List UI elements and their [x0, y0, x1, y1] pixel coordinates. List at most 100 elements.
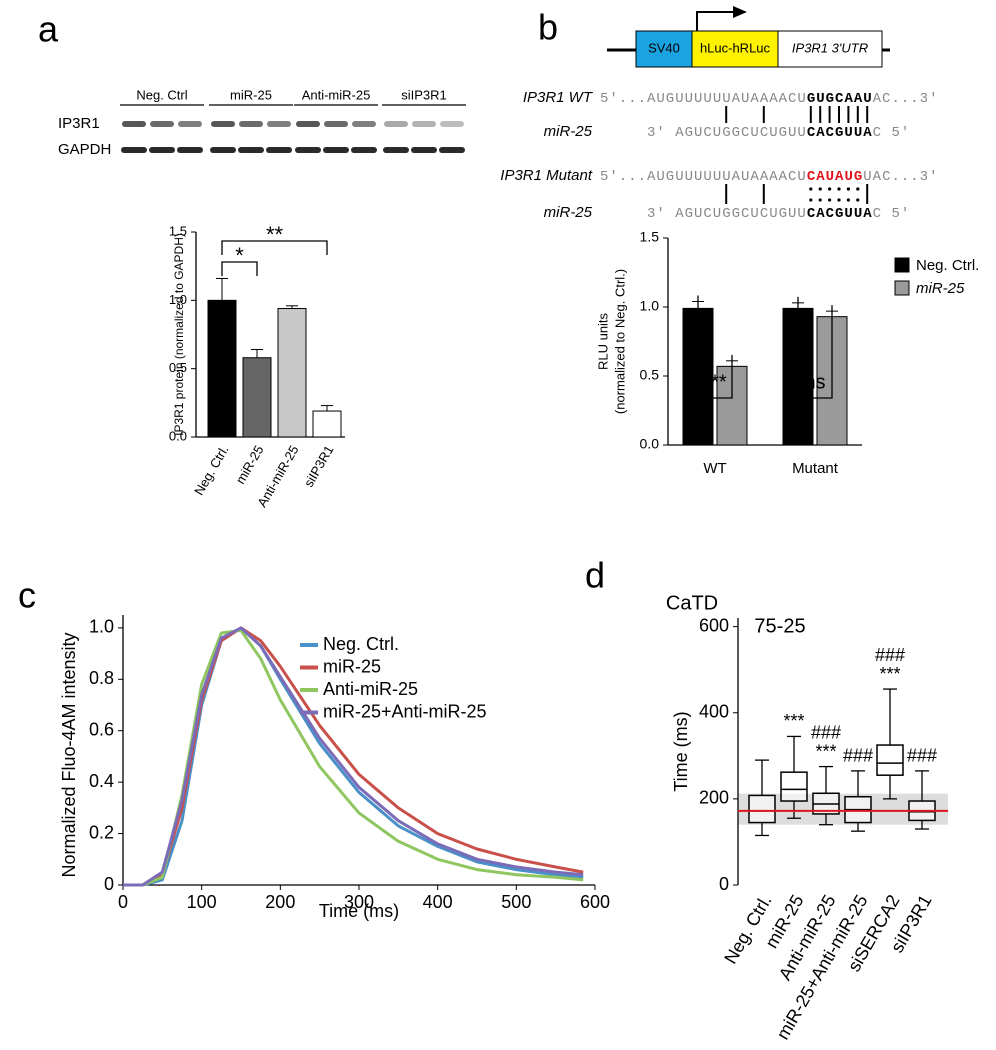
mismatch-dot: [809, 198, 813, 202]
y-tick-label: 0: [719, 874, 729, 894]
panel-label: b: [538, 7, 558, 48]
sequence: 3' AGUCUGGCUCUGUUCACGUUAC 5': [647, 206, 910, 222]
x-tick-label: miR-25: [233, 443, 267, 487]
blot-band: [266, 147, 292, 153]
significance-label: ###: [811, 722, 841, 742]
sequence-label: miR-25: [544, 204, 593, 221]
error-bar: [321, 405, 333, 412]
panel-label: c: [18, 575, 36, 616]
sequence-part: UAC...3': [863, 169, 938, 185]
sequence-label: miR-25: [544, 123, 593, 140]
y-axis-label: IP3R1 protein (normalized to GAPDH): [172, 233, 186, 436]
mismatch-dot: [837, 187, 841, 191]
panel-label: a: [38, 9, 59, 50]
blot-band: [411, 147, 437, 153]
lane-label: Neg. Ctrl: [136, 87, 187, 102]
blot-band: [211, 121, 235, 127]
y-tick-label: 600: [699, 615, 729, 635]
blot-band: [238, 147, 264, 153]
reporter-box: [691, 30, 779, 68]
significance-label: ***: [879, 664, 900, 684]
mismatch-dot: [828, 198, 832, 202]
x-tick-label: Neg. Ctrl.: [191, 443, 231, 498]
x-tick-label: 600: [580, 892, 610, 912]
lane-label: Anti-miR-25: [302, 87, 371, 102]
error-bar: [286, 305, 298, 309]
x-tick-label: 400: [423, 892, 453, 912]
sequence: 5'...AUGUUUUUUAUAAAACUGUGCAAUAC...3': [600, 91, 938, 107]
y-axis-label: Time (ms): [671, 711, 691, 791]
blot-band: [267, 121, 291, 127]
significance-label: **: [266, 222, 284, 247]
legend-label: Neg. Ctrl.: [323, 634, 399, 654]
sequence-part: CACGUUA: [807, 125, 873, 141]
x-tick-label: 200: [265, 892, 295, 912]
blot-band: [351, 147, 377, 153]
bar: [207, 299, 237, 438]
y-tick-label: 0: [104, 874, 114, 894]
sequence: 5'...AUGUUUUUUAUAAAACUCAUAUGUAC...3': [600, 169, 938, 185]
x-tick-label: 100: [187, 892, 217, 912]
sequence-part: 5'...AUGUUUUUUAUAAAACU: [600, 169, 807, 185]
sequence-part: C 5': [873, 125, 911, 141]
blot-band: [323, 147, 349, 153]
significance-label: ***: [783, 711, 804, 731]
x-tick-label: WT: [703, 460, 726, 477]
significance-label: ns: [804, 371, 825, 393]
legend-label: miR-25+Anti-miR-25: [323, 701, 487, 721]
sequence-part: AC...3': [873, 91, 939, 107]
y-tick-label: 1.0: [169, 292, 187, 307]
blot-band: [239, 121, 263, 127]
significance-label: ***: [815, 741, 836, 761]
significance-label: *: [235, 243, 244, 268]
reporter-label: hLuc-hRLuc: [700, 40, 771, 55]
mismatch-dot: [818, 187, 822, 191]
sequence-part: CACGUUA: [807, 206, 873, 222]
bar: [312, 410, 342, 438]
bar: [277, 308, 307, 438]
sequence-part: GUGCAAU: [807, 91, 873, 107]
legend-label: miR-25: [916, 280, 965, 297]
sequence-part: CAUAUG: [807, 169, 863, 185]
y-tick-label: 0.0: [640, 436, 660, 452]
mismatch-dot: [837, 198, 841, 202]
y-tick-label: 400: [699, 701, 729, 721]
blot-row-label: IP3R1: [58, 115, 100, 132]
blot-row-label: GAPDH: [58, 141, 111, 158]
y-axis-label: Normalized Fluo-4AM intensity: [59, 632, 79, 877]
series-line: [123, 626, 584, 887]
y-tick-label: 0.2: [89, 822, 114, 842]
box: [780, 771, 808, 802]
sequence-label: IP3R1 Mutant: [500, 167, 593, 184]
legend-swatch: [894, 280, 910, 296]
promoter-arrow: [696, 11, 735, 31]
x-axis-label: Time (ms): [319, 901, 399, 921]
y-axis-label: (normalized to Neg. Ctrl.): [612, 269, 627, 414]
blot-band: [121, 147, 147, 153]
sequence-part: 3' AGUCUGGCUCUGUU: [647, 206, 807, 222]
sequence-part: C 5': [873, 206, 911, 222]
significance-bracket: [697, 295, 733, 399]
mismatch-dot: [846, 187, 851, 191]
utr-box: [777, 30, 883, 68]
y-tick-label: 0.6: [89, 719, 114, 739]
significance-label: ###: [875, 645, 905, 665]
blot-band: [383, 147, 409, 153]
sequence: 3' AGUCUGGCUCUGUUCACGUUAC 5': [647, 125, 910, 141]
x-tick-label: 300: [344, 892, 374, 912]
legend-label: Neg. Ctrl.: [916, 257, 979, 274]
mismatch-dot: [846, 198, 851, 202]
legend-label: Anti-miR-25: [323, 679, 418, 699]
chart-subtitle: 75-25: [754, 615, 805, 637]
y-tick-label: 200: [699, 788, 729, 808]
y-tick-label: 1.0: [640, 298, 660, 314]
error-bar: [216, 277, 228, 301]
mismatch-dot: [809, 187, 813, 191]
y-tick-label: 0.5: [640, 367, 660, 383]
x-tick-label: siIP3R1: [301, 443, 337, 490]
blot-band: [177, 147, 203, 153]
mismatch-dot: [828, 187, 832, 191]
x-tick-label: Mutant: [792, 460, 839, 477]
significance-label: ###: [907, 746, 937, 766]
